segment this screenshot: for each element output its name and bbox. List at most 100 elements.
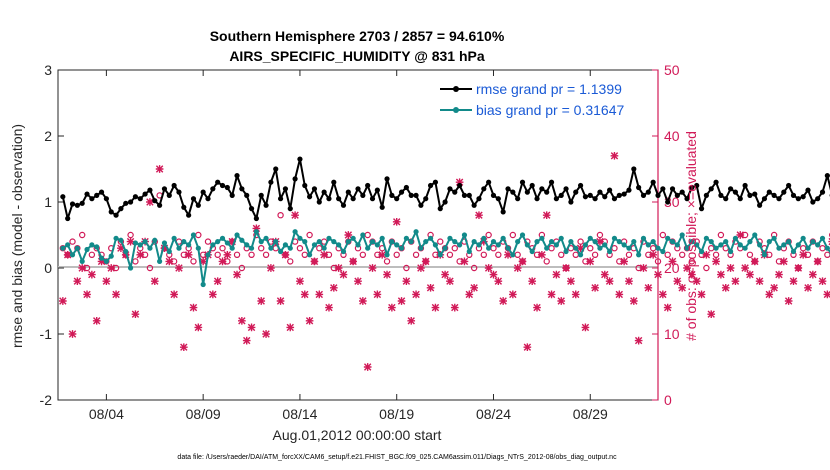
- rmse-point: [539, 186, 545, 192]
- bias-point: [747, 239, 753, 245]
- x-tick-label: 08/14: [282, 406, 317, 422]
- obs-evaluated-point: [479, 237, 488, 246]
- obs-evaluated-point: [779, 257, 788, 266]
- obs-evaluated-point: [736, 231, 745, 239]
- obs-evaluated-point: [97, 257, 106, 266]
- obs-evaluated-point: [329, 283, 338, 292]
- bias-point: [737, 242, 743, 248]
- rmse-point: [563, 186, 569, 192]
- bias-point: [326, 235, 332, 241]
- obs-evaluated-point: [538, 250, 546, 259]
- obs-evaluated-point: [228, 237, 237, 246]
- bias-point: [147, 245, 153, 251]
- rmse-point: [297, 156, 303, 162]
- bias-point: [490, 239, 497, 245]
- bias-point: [394, 242, 400, 248]
- rmse-point: [263, 202, 269, 208]
- bias-point: [229, 245, 235, 251]
- obs-evaluated-point: [286, 323, 295, 332]
- bias-point: [307, 252, 313, 258]
- obs-possible-point: [451, 244, 458, 252]
- bias-point: [65, 242, 71, 248]
- legend-bias-marker: [453, 107, 459, 113]
- bias-point: [486, 245, 492, 251]
- obs-possible-point: [654, 258, 662, 265]
- rmse-point: [655, 192, 661, 198]
- obs-evaluated-point: [789, 277, 798, 286]
- y2-tick-label: 30: [664, 194, 680, 210]
- rmse-point: [621, 191, 627, 197]
- rmse-point: [103, 196, 109, 202]
- bias-point: [350, 235, 356, 241]
- bias-point: [108, 253, 114, 259]
- chart-title: Southern Hemisphere 2703 / 2857 = 94.610…: [210, 28, 505, 44]
- bias-point: [723, 239, 729, 245]
- obs-evaluated-point: [257, 297, 266, 305]
- rmse-point: [786, 182, 792, 189]
- obs-evaluated-point: [663, 303, 672, 312]
- bias-point: [103, 258, 109, 264]
- rmse-point: [118, 206, 124, 212]
- bias-point: [573, 245, 579, 251]
- rmse-point: [679, 189, 685, 195]
- obs-evaluated-point: [392, 217, 401, 226]
- obs-evaluated-point: [571, 290, 580, 299]
- bias-point: [123, 248, 129, 255]
- obs-evaluated-point: [775, 270, 783, 279]
- bias-point: [466, 248, 472, 255]
- x-axis: 08/04 08/09 08/14 08/19 08/24 08/29: [89, 70, 608, 422]
- obs-evaluated-point: [358, 297, 367, 305]
- obs-possible-point: [287, 258, 294, 265]
- y-tick-label: -2: [40, 392, 53, 408]
- bias-point: [398, 245, 405, 251]
- rmse-point: [186, 212, 192, 218]
- bias-point: [461, 232, 468, 238]
- obs-possible-point: [596, 231, 604, 239]
- obs-possible-point: [746, 251, 754, 258]
- obs-possible-point: [480, 251, 488, 258]
- bias-point: [515, 239, 521, 245]
- rmse-point: [471, 202, 477, 208]
- rmse-point: [84, 191, 90, 197]
- footnote: data file: /Users/raeder/DAI/ATM_forcXX/…: [177, 454, 617, 461]
- obs-possible-point: [703, 264, 710, 272]
- obs-evaluated-point: [668, 257, 677, 266]
- obs-evaluated-point: [552, 270, 561, 279]
- rmse-point: [515, 196, 521, 202]
- obs-evaluated-point: [296, 277, 304, 286]
- rmse-point: [611, 196, 618, 202]
- bias-point: [161, 240, 168, 246]
- legend-rmse-label: rmse grand pr = 1.1399: [476, 81, 622, 97]
- obs-evaluated-point: [126, 237, 135, 246]
- obs-evaluated-point: [755, 277, 764, 286]
- bias-point: [447, 235, 453, 241]
- obs-possible-point: [678, 251, 686, 258]
- obs-evaluated-point: [397, 297, 406, 305]
- bias-point: [195, 245, 201, 251]
- rmse-point: [273, 166, 279, 172]
- chart-subtitle: AIRS_SPECIFIC_HUMIDITY @ 831 hPa: [229, 48, 485, 64]
- obs-evaluated-point: [494, 277, 503, 286]
- obs-evaluated-point: [586, 257, 595, 266]
- obs-possible-point: [69, 238, 76, 245]
- rmse-point: [432, 179, 439, 185]
- rmse-point: [321, 189, 327, 195]
- obs-possible-point: [591, 251, 599, 258]
- x-tick-label: 08/24: [476, 406, 511, 422]
- bias-point: [379, 235, 385, 241]
- bias-point: [340, 248, 347, 255]
- rmse-point: [268, 179, 274, 185]
- y-tick-label: -1: [40, 326, 53, 342]
- rmse-point: [394, 196, 400, 202]
- rmse-point: [766, 189, 772, 195]
- obs-evaluated-point: [692, 277, 701, 286]
- rmse-point: [752, 191, 758, 197]
- bias-point: [471, 239, 477, 245]
- rmse-point: [815, 196, 821, 202]
- obs-evaluated-point: [746, 270, 754, 279]
- rmse-point: [418, 202, 424, 208]
- rmse-point: [519, 179, 526, 185]
- rmse-point: [277, 196, 284, 202]
- bias-point: [718, 242, 724, 248]
- bias-point: [757, 242, 763, 248]
